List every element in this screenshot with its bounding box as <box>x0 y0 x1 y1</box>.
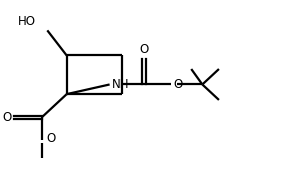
Text: HO: HO <box>18 15 36 28</box>
Text: O: O <box>3 111 12 124</box>
Text: NH: NH <box>112 78 129 91</box>
Text: O: O <box>47 132 56 145</box>
Text: O: O <box>173 78 183 91</box>
Text: O: O <box>139 44 149 56</box>
